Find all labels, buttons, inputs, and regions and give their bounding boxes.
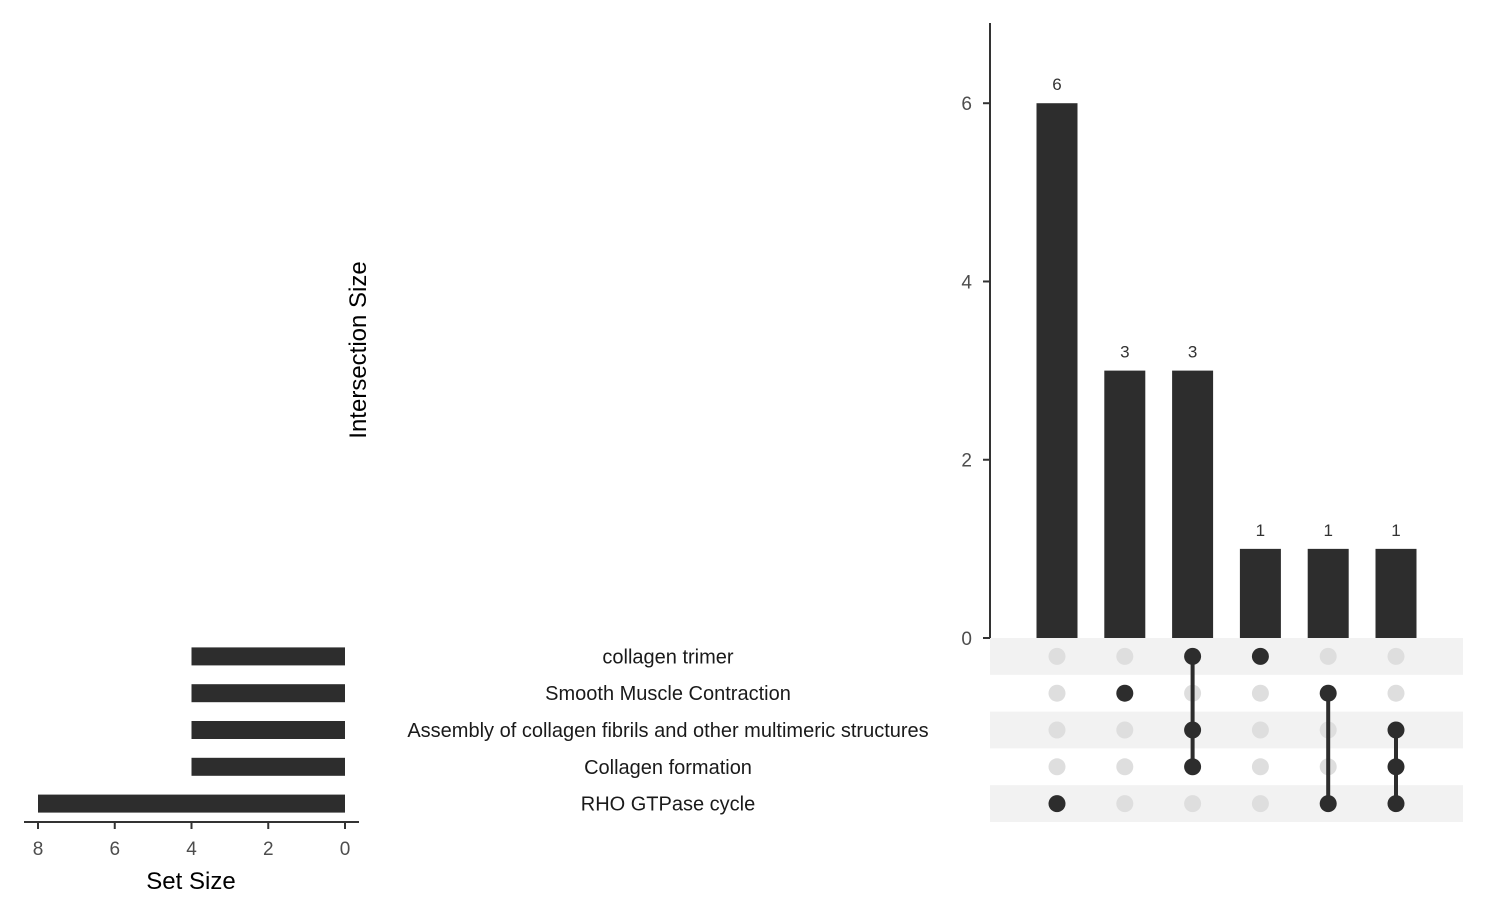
axis-titles: Intersection Size Set Size xyxy=(146,261,372,895)
matrix-dot-inactive-2-rho-gtpase-cycle xyxy=(1116,795,1134,813)
intersection-tick-label-6: 6 xyxy=(961,94,972,115)
matrix-dot-active-6-rho-gtpase-cycle xyxy=(1387,795,1405,813)
set-size-tick-label-8: 8 xyxy=(33,839,44,860)
matrix-dot-inactive-2-collagen-trimer xyxy=(1116,647,1134,665)
set-labels: collagen trimer Smooth Muscle Contraction… xyxy=(407,646,928,815)
intersection-bar-label-5: 1 xyxy=(1323,521,1332,540)
matrix-dot-inactive-1-collagen-formation xyxy=(1048,758,1066,776)
set-size-tick-label-2: 2 xyxy=(263,839,274,860)
set-label-smooth-muscle-contraction: Smooth Muscle Contraction xyxy=(545,683,791,705)
intersection-size-axis-title: Intersection Size xyxy=(345,261,372,438)
set-size-tick-label-4: 4 xyxy=(186,839,197,860)
intersection-tick-label-0: 0 xyxy=(961,629,972,650)
set-size-axis-title: Set Size xyxy=(146,868,235,895)
intersection-size-axis: 0 2 4 6 xyxy=(961,23,991,650)
intersection-tick-label-2: 2 xyxy=(961,451,972,472)
intersection-matrix xyxy=(1048,647,1405,813)
matrix-dot-inactive-4-collagen-formation xyxy=(1251,758,1269,776)
matrix-dot-active-2-smooth-muscle-contraction xyxy=(1116,684,1134,702)
intersection-bar-label-1: 6 xyxy=(1052,75,1061,94)
intersection-bar-1 xyxy=(1036,103,1078,638)
intersection-bar-label-6: 1 xyxy=(1391,521,1400,540)
matrix-dot-inactive-2-collagen-formation xyxy=(1116,758,1134,776)
matrix-dot-inactive-6-smooth-muscle-contraction xyxy=(1387,684,1405,702)
intersection-bar-4 xyxy=(1239,548,1281,638)
matrix-dot-active-1-rho-gtpase-cycle xyxy=(1048,795,1066,813)
matrix-stripes xyxy=(990,638,1463,822)
matrix-stripe-collagen-trimer xyxy=(990,638,1463,675)
intersection-bar-6 xyxy=(1375,548,1417,638)
set-label-assembly-of-collagen-fibrils-and-other-multimeric-structures: Assembly of collagen fibrils and other m… xyxy=(407,720,928,742)
matrix-dot-active-6-assembly-of-collagen-fibrils-and-other-multimeric-structures xyxy=(1387,721,1405,739)
matrix-dot-active-6-collagen-formation xyxy=(1387,758,1405,776)
intersection-bar-label-3: 3 xyxy=(1188,343,1197,362)
set-size-bars xyxy=(38,647,345,813)
matrix-dot-inactive-5-collagen-trimer xyxy=(1319,647,1337,665)
matrix-stripe-assembly-of-collagen-fibrils-and-other-multimeric-structures xyxy=(990,711,1463,749)
intersection-bar-label-4: 1 xyxy=(1256,521,1265,540)
matrix-dot-inactive-1-collagen-trimer xyxy=(1048,647,1066,665)
matrix-dot-inactive-1-assembly-of-collagen-fibrils-and-other-multimeric-structures xyxy=(1048,721,1066,739)
set-label-collagen-trimer: collagen trimer xyxy=(602,646,734,668)
matrix-dot-inactive-3-rho-gtpase-cycle xyxy=(1184,795,1202,813)
set-size-bar-collagen-formation xyxy=(191,757,345,776)
matrix-dot-active-3-collagen-formation xyxy=(1184,758,1202,776)
matrix-dot-active-5-smooth-muscle-contraction xyxy=(1319,684,1337,702)
intersection-bar-3 xyxy=(1172,370,1214,638)
matrix-dot-active-5-rho-gtpase-cycle xyxy=(1319,795,1337,813)
matrix-dot-active-3-assembly-of-collagen-fibrils-and-other-multimeric-structures xyxy=(1184,721,1202,739)
set-size-bar-collagen-trimer xyxy=(191,647,345,666)
intersection-bar-5 xyxy=(1307,548,1349,638)
matrix-dot-inactive-1-smooth-muscle-contraction xyxy=(1048,684,1066,702)
set-size-bar-assembly-of-collagen-fibrils-and-other-multimeric-structures xyxy=(191,721,345,739)
matrix-dot-inactive-4-smooth-muscle-contraction xyxy=(1251,684,1269,702)
set-size-tick-label-6: 6 xyxy=(109,839,120,860)
matrix-stripe-rho-gtpase-cycle xyxy=(990,785,1463,822)
set-size-bar-smooth-muscle-contraction xyxy=(191,684,345,703)
matrix-dot-inactive-6-collagen-trimer xyxy=(1387,647,1405,665)
set-label-rho-gtpase-cycle: RHO GTPase cycle xyxy=(581,794,755,816)
set-size-axis: 8 6 4 2 0 xyxy=(24,821,359,860)
intersection-tick-label-4: 4 xyxy=(961,272,972,293)
matrix-dot-inactive-2-assembly-of-collagen-fibrils-and-other-multimeric-structures xyxy=(1116,721,1134,739)
intersection-bars: 6 3 3 1 1 1 xyxy=(1036,75,1417,638)
matrix-dot-active-4-collagen-trimer xyxy=(1251,647,1269,665)
intersection-bar-label-2: 3 xyxy=(1120,343,1129,362)
matrix-dot-inactive-4-assembly-of-collagen-fibrils-and-other-multimeric-structures xyxy=(1251,721,1269,739)
matrix-dot-active-3-collagen-trimer xyxy=(1184,647,1202,665)
set-size-bar-rho-gtpase-cycle xyxy=(38,794,345,813)
matrix-dot-inactive-4-rho-gtpase-cycle xyxy=(1251,795,1269,813)
set-label-collagen-formation: Collagen formation xyxy=(584,757,752,779)
intersection-bar-2 xyxy=(1104,370,1146,638)
set-size-tick-label-0: 0 xyxy=(340,839,351,860)
